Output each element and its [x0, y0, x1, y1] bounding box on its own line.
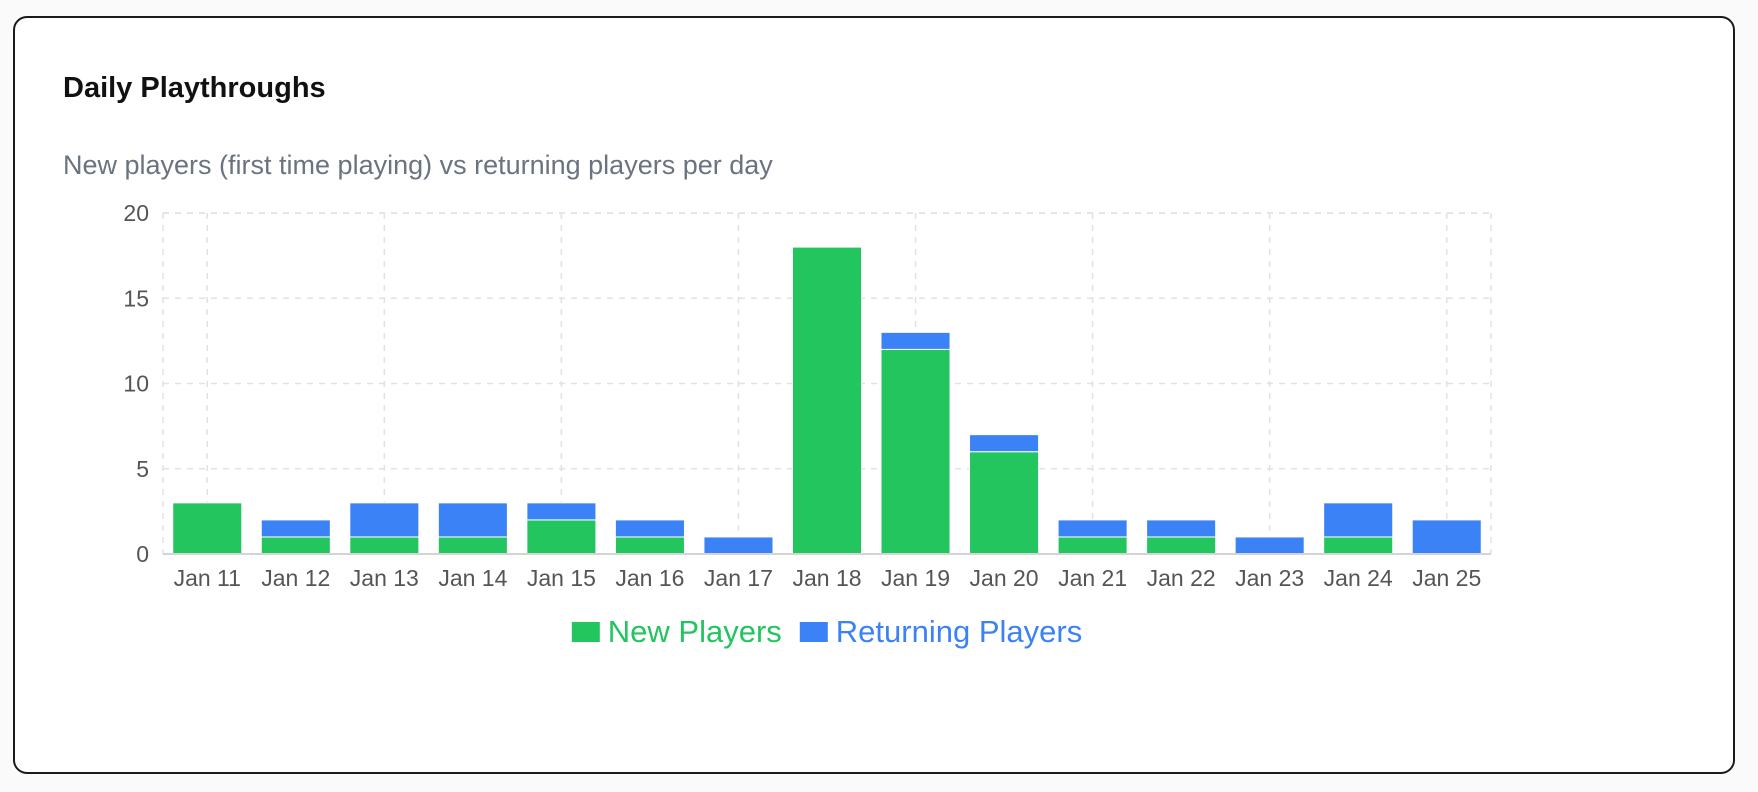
bar-returning-players[interactable]: [969, 434, 1040, 453]
y-tick-label: 15: [123, 285, 149, 311]
legend-swatch-returning-players: [799, 622, 828, 642]
y-tick-label: 0: [136, 541, 149, 567]
bar-new-players[interactable]: [437, 536, 508, 555]
bar-new-players[interactable]: [969, 451, 1040, 555]
bar-returning-players[interactable]: [1146, 519, 1217, 538]
bar-returning-players[interactable]: [703, 536, 774, 555]
bar-returning-players[interactable]: [1323, 502, 1394, 538]
y-tick-label: 20: [123, 200, 149, 226]
x-tick-label: Jan 16: [615, 565, 684, 591]
bar-new-players[interactable]: [172, 502, 243, 555]
x-tick-label: Jan 19: [881, 565, 950, 591]
y-tick-label: 5: [136, 456, 149, 482]
x-tick-label: Jan 22: [1147, 565, 1216, 591]
bar-new-players[interactable]: [1057, 536, 1128, 555]
bar-returning-players[interactable]: [1057, 519, 1128, 538]
bar-returning-players[interactable]: [437, 502, 508, 538]
x-tick-label: Jan 11: [174, 565, 241, 591]
x-tick-label: Jan 17: [704, 565, 773, 591]
chart-card: Daily Playthroughs New players (first ti…: [13, 16, 1735, 774]
x-tick-label: Jan 24: [1324, 565, 1393, 591]
bar-new-players[interactable]: [614, 536, 685, 555]
bar-new-players[interactable]: [260, 536, 331, 555]
chart-subtitle: New players (first time playing) vs retu…: [63, 150, 773, 180]
bar-returning-players[interactable]: [880, 331, 951, 350]
x-tick-label: Jan 25: [1412, 565, 1481, 591]
legend-swatch-new-players: [571, 622, 600, 642]
bar-new-players[interactable]: [1323, 536, 1394, 555]
bar-new-players[interactable]: [880, 348, 951, 555]
bar-returning-players[interactable]: [614, 519, 685, 538]
x-tick-label: Jan 14: [438, 565, 507, 591]
x-tick-label: Jan 15: [527, 565, 596, 591]
x-tick-label: Jan 18: [792, 565, 861, 591]
bar-returning-players[interactable]: [1411, 519, 1482, 555]
bar-returning-players[interactable]: [260, 519, 331, 538]
bar-returning-players[interactable]: [349, 502, 420, 538]
bar-returning-players[interactable]: [1234, 536, 1305, 555]
x-tick-label: Jan 23: [1235, 565, 1304, 591]
legend-label[interactable]: New Players: [608, 614, 782, 649]
bar-returning-players[interactable]: [526, 502, 597, 521]
y-tick-label: 10: [123, 371, 149, 397]
bar-new-players[interactable]: [349, 536, 420, 555]
bar-new-players[interactable]: [1146, 536, 1217, 555]
x-tick-label: Jan 12: [261, 565, 330, 591]
x-tick-label: Jan 20: [970, 565, 1039, 591]
chart-title: Daily Playthroughs: [63, 72, 326, 104]
stacked-bar-chart: 0 5 10 15 20 Jan 11 Jan 12 Jan 13 Jan 14 Jan 15 Ja…: [123, 200, 1492, 649]
legend-label[interactable]: Returning Players: [836, 614, 1082, 649]
x-tick-label: Jan 21: [1058, 565, 1127, 591]
bar-new-players[interactable]: [526, 519, 597, 555]
bar-new-players[interactable]: [791, 246, 863, 555]
x-tick-label: Jan 13: [350, 565, 419, 591]
